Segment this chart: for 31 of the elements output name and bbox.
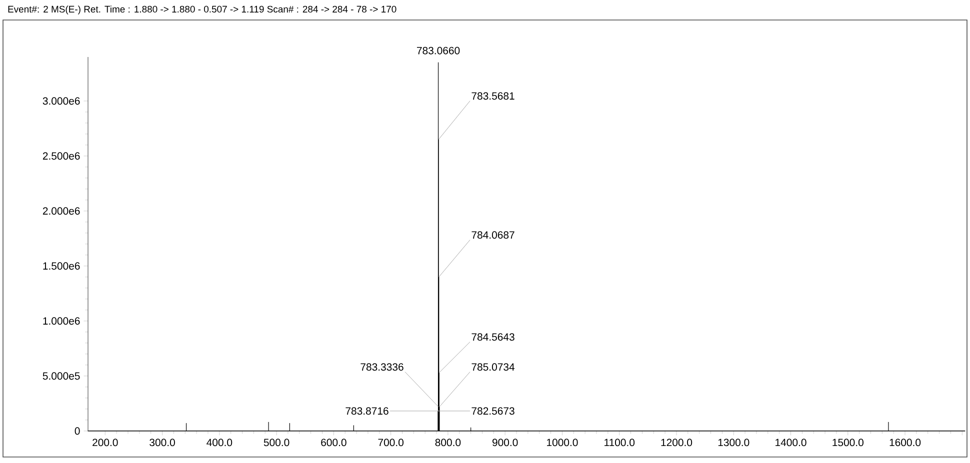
annotation: 783.0660 — [416, 46, 460, 54]
x-tick-label: 500.0 — [264, 438, 290, 446]
x-tick-label: 800.0 — [435, 438, 461, 446]
y-tick-label: 0 — [74, 427, 80, 435]
x-tick-label: 1200.0 — [661, 438, 692, 446]
x-tick-label: 300.0 — [150, 438, 175, 446]
annotation: 785.0734 — [472, 363, 515, 371]
annotation: 783.3336 — [360, 363, 404, 371]
y-tick-label: 1.000e6 — [43, 317, 80, 325]
annotation: 783.8716 — [346, 407, 388, 415]
x-tick-label: 1500.0 — [832, 438, 864, 446]
annotation: 783.5681 — [472, 92, 514, 100]
x-tick-label: 600.0 — [321, 438, 346, 446]
x-tick-label: 400.0 — [206, 438, 232, 446]
y-tick-label: 5.000e5 — [42, 372, 80, 380]
y-tick-label: 2.000e6 — [42, 207, 80, 215]
chart-title: Event#: 2 MS(E-) Ret. Time : 1.880 -> 1.880 - 0.507 -> 1.119 Scan# : 284 -> 284 - 78 -> 170 — [8, 6, 396, 14]
x-tick-label: 200.0 — [92, 438, 118, 446]
x-tick-label: 1100.0 — [604, 438, 635, 446]
x-tick-label: 700.0 — [378, 438, 404, 446]
annotation: 784.5643 — [472, 333, 514, 341]
annotation: 782.5673 — [472, 407, 514, 415]
y-tick-label: 2.500e6 — [42, 152, 80, 160]
x-tick-label: 1400.0 — [776, 438, 806, 446]
annotation: 784.0687 — [472, 231, 514, 239]
y-tick-label: 1.500e6 — [43, 262, 80, 270]
x-tick-label: 900.0 — [492, 438, 518, 446]
x-tick-label: 1000.0 — [547, 438, 578, 446]
x-tick-label: 1600.0 — [890, 438, 921, 446]
x-tick-label: 1300.0 — [718, 438, 750, 446]
y-tick-label: 3.000e6 — [42, 97, 80, 105]
